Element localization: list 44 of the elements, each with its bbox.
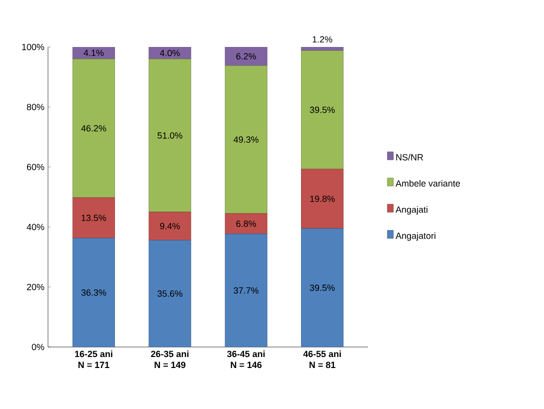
data-label: 4.1% [84,50,104,56]
data-label: 39.5% [310,106,335,114]
data-label: 6.8% [236,220,256,227]
bar [301,228,344,347]
data-label: 37.7% [234,287,258,294]
x-tick-label: 36-45 ani N = 146 [227,350,265,368]
data-label: 49.3% [234,136,258,143]
y-tick-label: 100% [22,44,44,50]
data-label: 6.2% [236,53,256,60]
bar [72,197,115,238]
bar [148,58,192,212]
data-label: 9.4% [160,222,180,230]
y-tick-label: 80% [26,104,44,110]
legend-label: Angajati [396,206,428,215]
bar [148,240,192,347]
x-tick-label: 16-25 ani N = 171 [75,350,112,368]
x-tick-label: 46-55 ani N = 81 [303,350,341,368]
data-label: 36.3% [81,289,106,296]
bar [148,212,192,240]
y-tick-label: 40% [26,224,44,230]
bar [301,168,344,229]
data-label: 19.8% [310,196,335,202]
legend-label: NS/NR [396,154,424,160]
legend-label: Angajatori [396,232,436,241]
y-tick-label: 60% [26,164,44,170]
data-label: 35.6% [158,290,182,297]
data-label: 51.0% [158,132,182,139]
y-tick-label: 0% [32,344,44,350]
y-tick-label: 20% [26,284,44,290]
legend-label: Ambele variante [396,180,460,187]
bar [224,213,268,234]
data-label: 1.2% [312,36,332,42]
bar [72,58,115,198]
data-label: 39.5% [310,284,335,291]
bar [224,46,268,66]
bar [224,65,268,214]
data-label: 46.2% [81,125,106,132]
data-label: 4.0% [160,50,180,56]
bar [301,50,344,170]
bar [72,238,115,347]
bar [224,234,268,347]
data-label: 13.5% [82,214,106,222]
bar [301,46,344,51]
x-tick-label: 26-35 ani N = 149 [151,350,188,368]
